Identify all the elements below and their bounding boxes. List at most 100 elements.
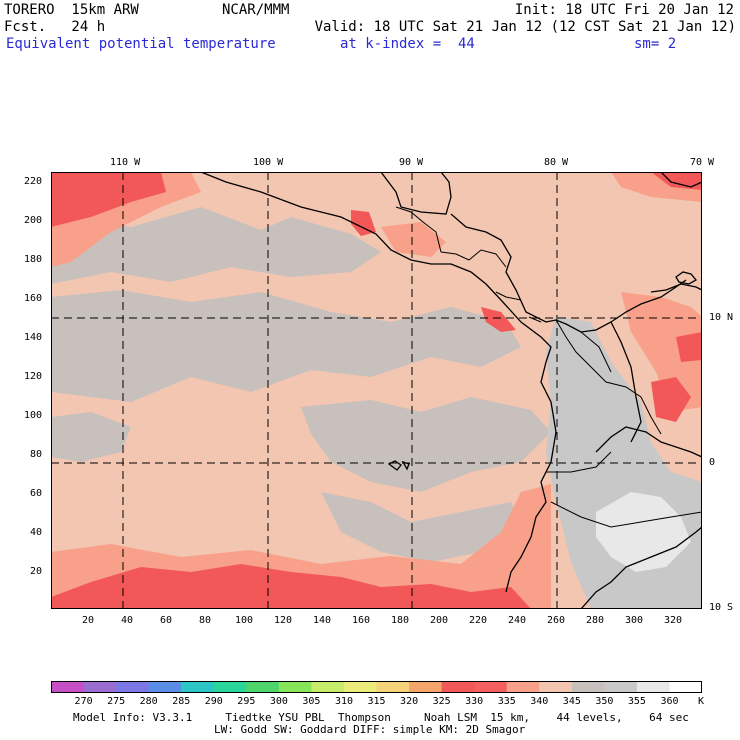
colorbar-label: 360 bbox=[660, 696, 679, 707]
colorbar-label: 320 bbox=[400, 696, 419, 707]
colorbar-swatch bbox=[376, 681, 410, 693]
y-tick: 20 bbox=[30, 566, 43, 577]
field-red-south bbox=[51, 564, 531, 609]
colorbar-label: 315 bbox=[367, 696, 386, 707]
theta-e-map bbox=[51, 172, 702, 609]
colorbar-label: 335 bbox=[497, 696, 516, 707]
forecast-hour: Fcst. 24 h bbox=[4, 19, 106, 35]
colorbar-swatch bbox=[506, 681, 540, 693]
field-red-nw bbox=[51, 172, 166, 227]
colorbar-label: 275 bbox=[107, 696, 126, 707]
y-tick: 100 bbox=[24, 410, 43, 421]
x-tick: 240 bbox=[508, 615, 527, 626]
colorbar bbox=[51, 681, 702, 693]
colorbar-swatch bbox=[246, 681, 280, 693]
model-info-line1: Model Info: V3.3.1 Tiedtke YSU PBL Thomp… bbox=[73, 711, 689, 724]
y-tick: 40 bbox=[30, 527, 43, 538]
colorbar-swatch bbox=[311, 681, 345, 693]
field-red-costa-rica bbox=[481, 307, 516, 332]
colorbar-label: 350 bbox=[595, 696, 614, 707]
lon-label-90w: 90 W bbox=[399, 157, 424, 168]
lon-label-80w: 80 W bbox=[544, 157, 569, 168]
map-frame bbox=[51, 172, 702, 609]
model-info-line2: LW: Godd SW: Goddard DIFF: simple KM: 2D… bbox=[214, 723, 526, 736]
y-tick: 120 bbox=[24, 371, 43, 382]
x-tick: 140 bbox=[313, 615, 332, 626]
colorbar-label: 355 bbox=[627, 696, 646, 707]
lat-label-10s: 10 S bbox=[709, 602, 734, 613]
x-tick: 40 bbox=[121, 615, 134, 626]
lon-label-110w: 110 W bbox=[110, 157, 141, 168]
colorbar-label: 270 bbox=[74, 696, 93, 707]
colorbar-label: 290 bbox=[204, 696, 223, 707]
field-light-grey-amazon bbox=[596, 492, 691, 572]
x-tick: 260 bbox=[547, 615, 566, 626]
colorbar-swatch bbox=[669, 681, 702, 693]
smoothing-label: sm= 2 bbox=[634, 36, 677, 52]
field-red-colombia bbox=[651, 377, 691, 422]
y-tick: 60 bbox=[30, 488, 43, 499]
field-salmon-caribbean bbox=[621, 292, 702, 412]
colorbar-label: 325 bbox=[432, 696, 451, 707]
colorbar-swatch bbox=[51, 681, 85, 693]
x-tick: 280 bbox=[586, 615, 605, 626]
lon-label-70w: 70 W bbox=[690, 157, 715, 168]
x-tick: 180 bbox=[391, 615, 410, 626]
colorbar-label: 280 bbox=[139, 696, 158, 707]
y-tick: 220 bbox=[24, 176, 43, 187]
y-tick: 140 bbox=[24, 332, 43, 343]
colorbar-swatch bbox=[148, 681, 182, 693]
colorbar-swatch bbox=[278, 681, 312, 693]
field-grey-band-mid bbox=[301, 397, 551, 492]
field-grey-band-north bbox=[51, 207, 381, 284]
x-tick: 20 bbox=[82, 615, 95, 626]
colorbar-swatch bbox=[474, 681, 508, 693]
y-tick: 160 bbox=[24, 293, 43, 304]
y-tick: 200 bbox=[24, 215, 43, 226]
colorbar-unit: K bbox=[698, 696, 705, 707]
field-grey-sw bbox=[51, 412, 131, 462]
colorbar-label: 345 bbox=[562, 696, 581, 707]
field-salmon-gulf bbox=[381, 222, 446, 257]
x-tick: 80 bbox=[199, 615, 212, 626]
model-title: TORERO 15km ARW bbox=[4, 2, 139, 18]
colorbar-swatch bbox=[83, 681, 117, 693]
x-tick: 60 bbox=[160, 615, 173, 626]
colorbar-label: 310 bbox=[334, 696, 353, 707]
colorbar-swatch bbox=[343, 681, 377, 693]
coastlines bbox=[200, 172, 702, 609]
field-red-ne bbox=[651, 172, 702, 190]
init-time: Init: 18 UTC Fri 20 Jan 12 bbox=[514, 2, 734, 18]
colorbar-swatch bbox=[571, 681, 605, 693]
x-tick: 160 bbox=[352, 615, 371, 626]
colorbar-label: 300 bbox=[269, 696, 288, 707]
field-red-venezuela bbox=[676, 332, 702, 362]
colorbar-swatch bbox=[636, 681, 670, 693]
colorbar-swatch bbox=[116, 681, 150, 693]
colorbar-frame bbox=[51, 681, 702, 693]
y-tick: 180 bbox=[24, 254, 43, 265]
colorbar-swatch bbox=[604, 681, 638, 693]
lon-label-100w: 100 W bbox=[253, 157, 284, 168]
level-label: at k-index = 44 bbox=[340, 36, 475, 52]
x-tick: 320 bbox=[664, 615, 683, 626]
x-tick: 300 bbox=[625, 615, 644, 626]
colorbar-label: 340 bbox=[530, 696, 549, 707]
graticule bbox=[51, 172, 702, 609]
colorbar-swatch bbox=[181, 681, 215, 693]
colorbar-swatch bbox=[409, 681, 443, 693]
x-tick: 100 bbox=[235, 615, 254, 626]
x-tick: 220 bbox=[469, 615, 488, 626]
lat-label-0: 0 bbox=[709, 457, 716, 468]
y-tick: 80 bbox=[30, 449, 43, 460]
colorbar-label: 330 bbox=[465, 696, 484, 707]
colorbar-label: 295 bbox=[237, 696, 256, 707]
field-name: Equivalent potential temperature bbox=[6, 36, 276, 52]
colorbar-label: 305 bbox=[302, 696, 321, 707]
colorbar-swatch bbox=[213, 681, 247, 693]
colorbar-label: 285 bbox=[172, 696, 191, 707]
valid-time: Valid: 18 UTC Sat 21 Jan 12 (12 CST Sat … bbox=[314, 19, 736, 35]
country-borders bbox=[395, 206, 702, 528]
lat-label-10n: 10 N bbox=[709, 312, 734, 323]
field-grey-band-south bbox=[321, 492, 521, 562]
